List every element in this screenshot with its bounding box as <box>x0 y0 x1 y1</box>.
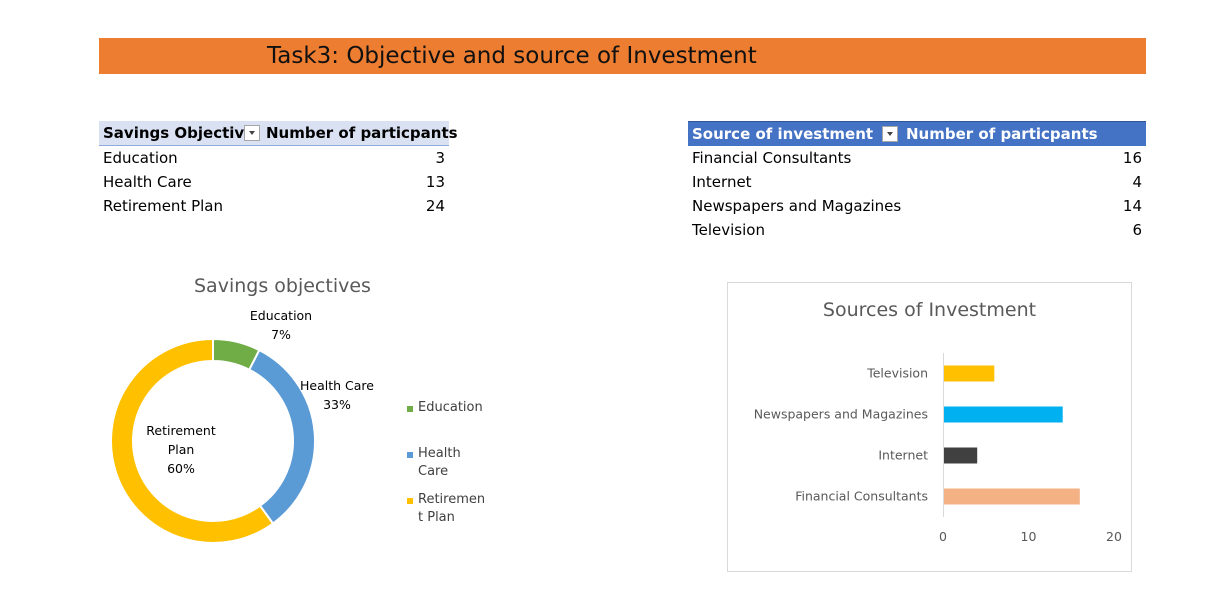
donut-data-label-education: Education 7% <box>250 308 312 342</box>
source-of-investment-table: Source of investment Number of particpan… <box>688 121 1146 245</box>
bar-internet[interactable] <box>944 447 978 464</box>
savings-donut-chart[interactable]: Education 7% Health Care 33% Retirement Plan 6… <box>90 300 510 560</box>
row-value: 3 <box>435 149 445 167</box>
row-label: Retirement Plan <box>103 197 223 215</box>
row-value: 13 <box>425 173 445 191</box>
donut-chart-title: Savings objectives <box>194 275 371 297</box>
row-value: 14 <box>1122 197 1142 215</box>
title-banner: Task3: Objective and source of Investmen… <box>99 38 1146 74</box>
legend-label: Health Care <box>418 446 461 479</box>
legend-item-health-care[interactable]: Health Care <box>407 446 461 479</box>
donut-data-label-retirement-plan: Retirement Plan 60% <box>146 423 216 476</box>
filter-dropdown-button[interactable] <box>244 125 260 141</box>
filter-dropdown-button[interactable] <box>882 126 898 142</box>
table-row: Health Care 13 <box>99 170 449 194</box>
column-header-source: Source of investment <box>692 125 874 143</box>
legend-swatch <box>407 452 413 458</box>
bar-newspapers-and-magazines[interactable] <box>944 406 1063 423</box>
page-title: Task3: Objective and source of Investmen… <box>267 43 757 69</box>
row-value: 16 <box>1122 149 1142 167</box>
table-header: Source of investment Number of particpan… <box>688 121 1146 146</box>
donut-data-label-health-care: Health Care 33% <box>300 378 374 412</box>
row-value: 6 <box>1132 221 1142 239</box>
table-row: Retirement Plan 24 <box>99 194 449 218</box>
legend-swatch <box>407 498 413 504</box>
table-row: Financial Consultants 16 <box>688 146 1146 170</box>
sources-bar-chart-container[interactable]: Sources of Investment Financial Consulta… <box>727 282 1132 572</box>
donut-slice-retirement-plan[interactable] <box>110 337 275 544</box>
column-header-participants: Number of particpants <box>906 125 1098 143</box>
legend-item-retirement-plan[interactable]: Retiremen t Plan <box>407 492 485 525</box>
category-label-internet: Internet <box>878 448 928 463</box>
table-row: Newspapers and Magazines 14 <box>688 194 1146 218</box>
table-row: Education 3 <box>99 146 449 170</box>
legend-label: Retiremen t Plan <box>418 492 485 525</box>
legend-swatch <box>407 406 413 412</box>
legend-label: Education <box>418 400 483 415</box>
legend-item-education[interactable]: Education <box>407 400 483 415</box>
category-label-newspapers-and-magazines: Newspapers and Magazines <box>754 407 928 422</box>
bar-television[interactable] <box>944 365 995 382</box>
category-label-financial-consultants: Financial Consultants <box>795 489 928 504</box>
row-label: Education <box>103 149 178 167</box>
row-value: 4 <box>1132 173 1142 191</box>
table-row: Television 6 <box>688 218 1146 242</box>
bar-chart-title: Sources of Investment <box>822 299 1037 321</box>
table-row: Internet 4 <box>688 170 1146 194</box>
x-tick-label: 0 <box>939 529 947 544</box>
category-label-television: Television <box>866 366 928 381</box>
row-label: Financial Consultants <box>692 149 852 167</box>
savings-objective-pivot-table: Savings Objective Number of particpants … <box>99 121 458 221</box>
x-tick-label: 20 <box>1106 529 1122 544</box>
row-label: Television <box>692 221 765 239</box>
row-label: Internet <box>692 173 752 191</box>
row-label: Health Care <box>103 173 192 191</box>
column-header-participants: Number of particpants <box>266 124 458 142</box>
pivot-header: Savings Objective Number of particpants <box>99 121 458 146</box>
bar-financial-consultants[interactable] <box>944 488 1080 505</box>
donut-slice-health-care[interactable] <box>247 348 316 525</box>
column-header-savings-objective: Savings Objective <box>103 124 255 142</box>
x-tick-label: 10 <box>1021 529 1037 544</box>
row-label: Newspapers and Magazines <box>692 197 902 215</box>
row-value: 24 <box>425 197 445 215</box>
sources-bar-chart: Financial Consultants Internet Newspapers … <box>754 353 1122 544</box>
